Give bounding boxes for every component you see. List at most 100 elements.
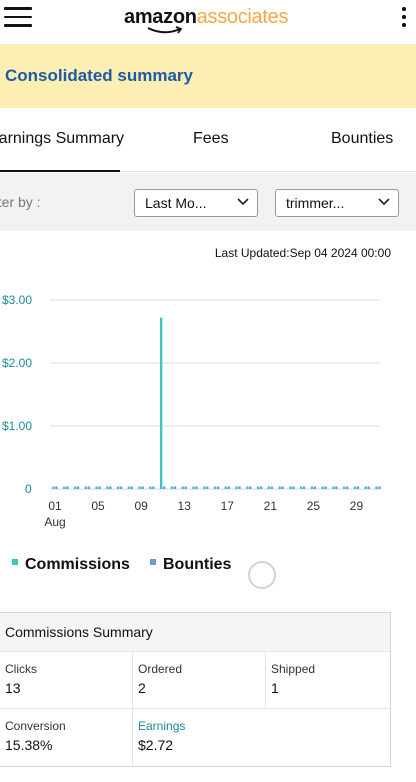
filter-bar: Filter by : Last Mo... trimmer... <box>0 173 416 231</box>
summary-title: Commissions Summary <box>5 624 153 640</box>
commissions-bar <box>321 486 324 489</box>
period-select[interactable]: Last Mo... <box>134 189 258 217</box>
commissions-bar <box>149 486 152 489</box>
bounties-bar <box>87 486 90 489</box>
bounties-bar <box>324 486 327 489</box>
legend-commissions[interactable]: Commissions <box>25 556 130 573</box>
tracking-select-value: trimmer... <box>286 195 345 211</box>
bounties-bar <box>238 486 241 489</box>
commissions-bar <box>256 486 260 489</box>
y-tick-label: $1.00 <box>2 419 32 433</box>
commissions-bar <box>332 486 335 489</box>
commissions-bar <box>181 486 184 489</box>
bounties-bar <box>109 486 112 489</box>
shipped-label: Shipped <box>271 662 316 676</box>
bounties-bar <box>119 486 123 489</box>
bounties-bar <box>130 486 134 489</box>
conversion-cell: Conversion 15.38% <box>0 709 133 766</box>
earnings-cell: Earnings $2.72 <box>133 709 390 766</box>
x-tick-label: 13 <box>178 499 192 513</box>
bounties-bar <box>302 486 306 489</box>
commissions-bar <box>106 486 109 489</box>
y-tick-label: $2.00 <box>2 356 32 370</box>
commissions-bar <box>73 486 77 489</box>
loading-spinner-icon <box>248 561 276 589</box>
tab-fees[interactable]: Fees <box>193 130 229 147</box>
bounties-bar <box>98 486 101 489</box>
legend-bounties[interactable]: Bounties <box>163 556 232 573</box>
menu-icon[interactable] <box>4 7 32 27</box>
x-month-label: Aug <box>44 515 65 529</box>
active-tab-indicator <box>0 170 120 172</box>
commissions-bar <box>267 486 271 489</box>
bounties-bar <box>141 486 144 489</box>
commissions-bar <box>213 486 217 489</box>
bounties-bar <box>184 486 187 489</box>
top-header: amazonassociates <box>0 0 416 44</box>
amazon-associates-logo[interactable]: amazonassociates <box>124 6 288 34</box>
ordered-cell: Ordered 2 <box>133 652 266 709</box>
more-options-icon[interactable] <box>402 7 408 29</box>
bounties-bar <box>292 486 295 489</box>
x-tick-label: 25 <box>307 499 321 513</box>
tab-earnings-summary[interactable]: Earnings Summary <box>0 130 125 147</box>
tracking-id-select[interactable]: trimmer... <box>275 189 399 217</box>
bounties-swatch <box>150 559 156 565</box>
last-updated-text: Last Updated:Sep 04 2024 00:00 <box>214 246 391 260</box>
tab-bounties[interactable]: Bounties <box>331 130 394 147</box>
commissions-bar <box>63 486 66 489</box>
x-tick-label: 05 <box>91 499 105 513</box>
bounties-bar <box>162 486 166 489</box>
earnings-link[interactable]: Earnings <box>138 719 186 733</box>
commissions-bar <box>224 486 227 489</box>
bounties-bar <box>55 486 58 489</box>
clicks-value: 13 <box>5 680 21 696</box>
bounties-bar <box>173 486 177 489</box>
commissions-bar <box>192 486 195 489</box>
bounties-bar <box>270 486 274 489</box>
commissions-bar <box>246 486 249 489</box>
commissions-bar <box>289 486 292 489</box>
bounties-bar <box>76 486 80 489</box>
commissions-summary-card: Commissions Summary Clicks 13 Ordered 2 … <box>0 612 391 767</box>
x-tick-label: 29 <box>350 499 364 513</box>
commissions-bar <box>353 486 357 489</box>
ordered-label: Ordered <box>138 662 183 676</box>
commissions-bar <box>235 486 238 489</box>
commissions-bar <box>127 486 131 489</box>
commissions-bar <box>375 486 378 489</box>
commissions-swatch <box>12 559 18 565</box>
chevron-down-icon <box>237 198 249 206</box>
bounties-bar <box>356 486 360 489</box>
x-tick-label: 09 <box>134 499 148 513</box>
commissions-bar <box>278 486 281 489</box>
commissions-bar <box>299 486 303 489</box>
commissions-bar <box>138 486 141 489</box>
bounties-bar <box>346 486 349 489</box>
bounties-bar <box>313 486 317 489</box>
amazon-smile-icon <box>147 26 183 34</box>
commissions-bar <box>170 486 174 489</box>
bounties-bar <box>206 486 209 489</box>
clicks-cell: Clicks 13 <box>0 652 133 709</box>
chart-legend: Commissions Bounties <box>0 556 416 580</box>
bounties-bar <box>66 486 69 489</box>
commissions-bar <box>310 486 314 489</box>
filter-label: Filter by : <box>0 194 41 210</box>
commissions-bar <box>343 486 346 489</box>
summary-banner: Consolidated summary <box>0 44 416 108</box>
page-title: Consolidated summary <box>5 66 193 85</box>
bounties-bar <box>216 486 220 489</box>
tab-bar: Earnings Summary Fees Bounties <box>0 108 416 172</box>
commissions-bar <box>159 317 163 489</box>
bounties-bar <box>378 486 381 489</box>
clicks-label: Clicks <box>5 662 37 676</box>
ordered-value: 2 <box>138 680 146 696</box>
bounties-bar <box>281 486 284 489</box>
commissions-bar <box>203 486 206 489</box>
earnings-chart: 0 $1.00 $2.00 $3.00 01 05 09 13 17 21 25 29 Aug <box>2 293 381 529</box>
y-tick-label: $3.00 <box>2 293 32 307</box>
commissions-bar <box>84 486 87 489</box>
commissions-bar <box>116 486 120 489</box>
bounties-bar <box>249 486 252 489</box>
